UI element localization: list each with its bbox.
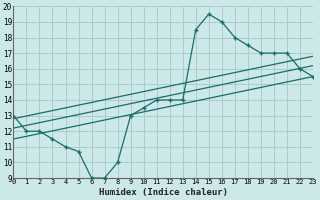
X-axis label: Humidex (Indice chaleur): Humidex (Indice chaleur) [99,188,228,197]
